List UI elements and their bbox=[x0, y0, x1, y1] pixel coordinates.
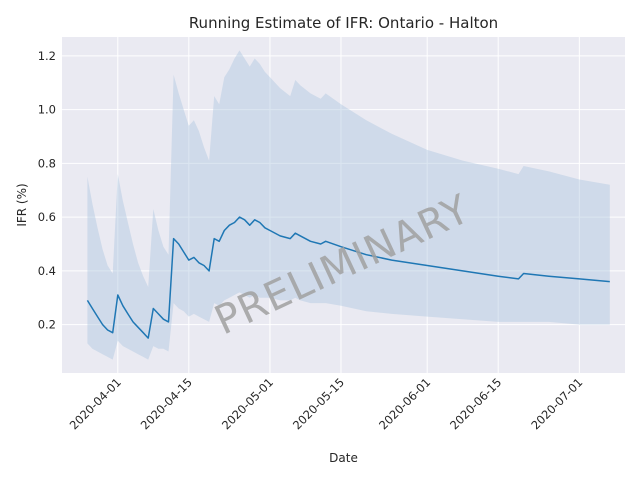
y-tick-label: 1.0 bbox=[38, 103, 56, 117]
y-axis-ticks: 0.2 0.4 0.6 0.8 1.0 1.2 bbox=[38, 49, 56, 332]
ifr-estimate-line bbox=[86, 216, 610, 339]
confidence-bands bbox=[87, 50, 610, 360]
y-tick-label: 1.2 bbox=[38, 49, 56, 63]
gridlines bbox=[62, 37, 625, 373]
series-lines bbox=[86, 216, 610, 339]
plot-area bbox=[62, 37, 625, 373]
y-axis-label: IFR (%) bbox=[15, 183, 29, 226]
y-tick-label: 0.2 bbox=[38, 318, 56, 332]
chart-title: Running Estimate of IFR: Ontario - Halto… bbox=[189, 14, 498, 32]
y-tick-label: 0.6 bbox=[38, 210, 56, 224]
x-axis-label: Date bbox=[329, 451, 358, 465]
y-tick-label: 0.8 bbox=[38, 156, 56, 170]
y-tick-label: 0.4 bbox=[38, 264, 56, 278]
confidence-band bbox=[87, 50, 610, 360]
